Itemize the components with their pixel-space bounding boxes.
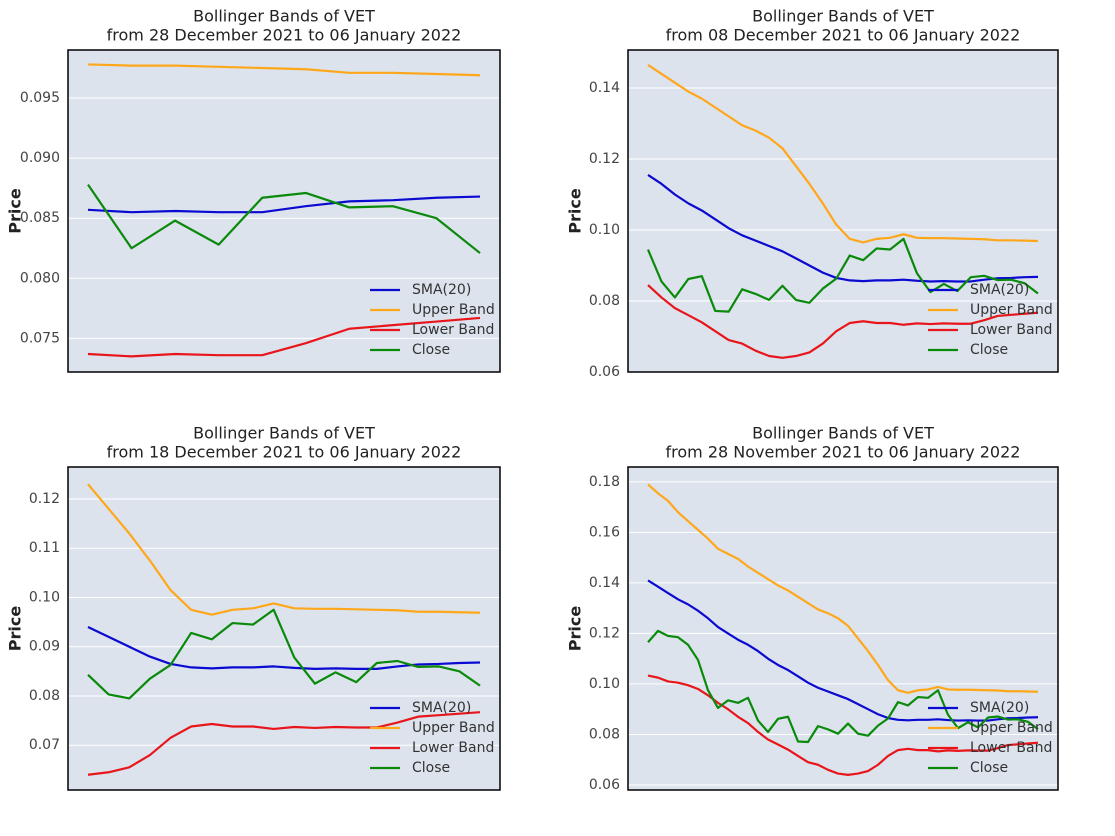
- series-line: [87, 608, 481, 700]
- y-tick-label: 0.07: [29, 737, 60, 753]
- series-line: [87, 626, 481, 670]
- y-tick-label: 0.12: [589, 625, 620, 641]
- chart-subtitle: from 18 December 2021 to 06 January 2022: [107, 443, 462, 462]
- y-tick-label: 0.12: [29, 491, 60, 507]
- y-tick-label: 0.12: [589, 151, 620, 167]
- y-tick-label: 0.095: [20, 90, 60, 106]
- y-axis-label: Price: [566, 606, 585, 652]
- series-line: [646, 237, 1039, 313]
- legend-label: Upper Band: [412, 720, 495, 736]
- y-tick-label: 0.08: [589, 293, 620, 309]
- y-axis-label: Price: [6, 188, 25, 234]
- y-tick-label: 0.14: [589, 80, 620, 96]
- y-tick-label: 0.08: [589, 726, 620, 742]
- series-line: [87, 316, 481, 358]
- series-line: [87, 183, 481, 254]
- y-axis-label: Price: [566, 188, 585, 234]
- y-tick-label: 0.075: [20, 330, 60, 346]
- chart-title: Bollinger Bands of VET: [752, 424, 934, 443]
- chart-title: Bollinger Bands of VET: [752, 7, 934, 26]
- y-axis-label: Price: [6, 606, 25, 652]
- legend-label: Close: [412, 342, 450, 358]
- chart-title: Bollinger Bands of VET: [193, 424, 375, 443]
- legend-label: SMA(20): [412, 700, 471, 716]
- legend-label: Lower Band: [412, 740, 494, 756]
- series-line: [647, 63, 1039, 244]
- series-line: [647, 579, 1039, 722]
- legend-label: Lower Band: [412, 322, 494, 338]
- plot-area: [68, 467, 500, 790]
- legend-label: Lower Band: [970, 740, 1052, 756]
- legend-label: Close: [970, 342, 1008, 358]
- y-tick-label: 0.10: [589, 222, 620, 238]
- series-line: [87, 195, 481, 214]
- chart-subtitle: from 28 December 2021 to 06 January 2022: [107, 26, 462, 45]
- series-line: [647, 174, 1039, 283]
- legend-label: SMA(20): [970, 282, 1029, 298]
- series-line: [87, 483, 481, 616]
- y-tick-label: 0.090: [20, 150, 60, 166]
- legend-label: Lower Band: [970, 322, 1052, 338]
- series-line: [647, 483, 1039, 694]
- legend-label: Upper Band: [970, 720, 1053, 736]
- y-tick-label: 0.11: [29, 540, 60, 556]
- y-tick-label: 0.06: [589, 777, 620, 793]
- y-tick-label: 0.18: [589, 474, 620, 490]
- y-tick-label: 0.14: [589, 575, 620, 591]
- chart-title: Bollinger Bands of VET: [193, 7, 375, 26]
- series-line: [87, 63, 481, 77]
- plot-area: [628, 50, 1058, 372]
- legend-label: SMA(20): [970, 700, 1029, 716]
- legend-label: Close: [970, 760, 1008, 776]
- y-tick-label: 0.09: [29, 639, 60, 655]
- y-tick-label: 0.08: [29, 688, 60, 704]
- legend-label: SMA(20): [412, 282, 471, 298]
- series-line: [647, 629, 1039, 744]
- plot-area: [628, 467, 1058, 790]
- legend-label: Upper Band: [412, 302, 495, 318]
- y-tick-label: 0.085: [20, 210, 60, 226]
- y-tick-label: 0.080: [20, 270, 60, 286]
- y-tick-label: 0.16: [589, 524, 620, 540]
- plot-border: [67, 49, 501, 373]
- legend-label: Upper Band: [970, 302, 1053, 318]
- series-line: [87, 711, 481, 776]
- y-tick-label: 0.10: [29, 589, 60, 605]
- plot-border: [627, 49, 1059, 373]
- chart-subtitle: from 28 November 2021 to 06 January 2022: [666, 443, 1021, 462]
- series-line: [647, 284, 1039, 359]
- y-tick-label: 0.10: [589, 676, 620, 692]
- plot-border: [627, 466, 1059, 791]
- y-tick-label: 0.06: [589, 364, 620, 380]
- legend-label: Close: [412, 760, 450, 776]
- chart-subtitle: from 08 December 2021 to 06 January 2022: [666, 26, 1021, 45]
- plot-border: [67, 466, 501, 791]
